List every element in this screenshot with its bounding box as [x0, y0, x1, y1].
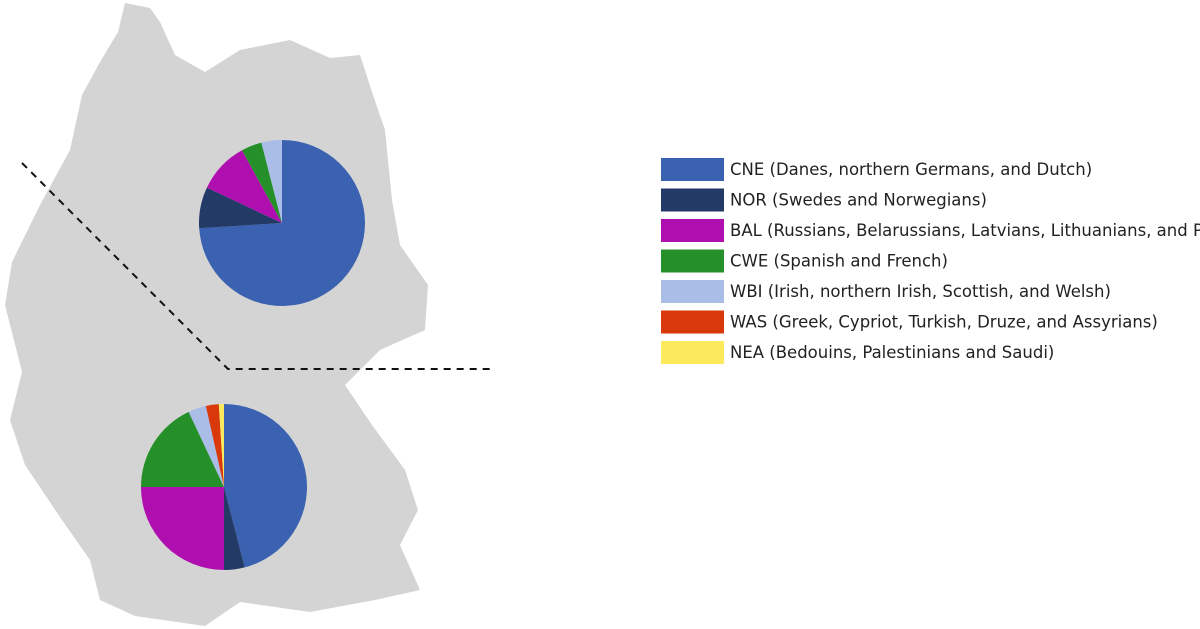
pie-slice	[199, 187, 282, 229]
pie-slice	[224, 487, 245, 570]
legend-swatch	[661, 188, 724, 212]
pie-slice	[206, 150, 282, 223]
pie-slice	[205, 404, 224, 487]
legend-swatch	[661, 249, 724, 273]
pie-slice	[199, 140, 365, 307]
legend-swatch	[661, 310, 724, 334]
pie-slice	[242, 142, 282, 223]
legend-swatch	[661, 280, 724, 303]
pie-slice	[261, 140, 282, 223]
legend-swatch	[661, 158, 724, 181]
dashed-divider	[21, 162, 490, 370]
legend-label: NEA (Bedouins, Palestinians and Saudi)	[730, 343, 1054, 362]
pie-slice	[141, 411, 224, 487]
pie-slice	[141, 487, 224, 570]
legend-label: CNE (Danes, northern Germans, and Dutch)	[730, 160, 1092, 179]
legend-label: WBI (Irish, northern Irish, Scottish, an…	[730, 282, 1111, 301]
pie-slice	[218, 404, 224, 487]
legend-label: WAS (Greek, Cypriot, Turkish, Druze, and…	[730, 313, 1158, 332]
pie-slice	[224, 404, 307, 568]
legend-swatch	[661, 219, 724, 242]
legend-label: CWE (Spanish and French)	[730, 252, 948, 271]
legend-label: BAL (Russians, Belarussians, Latvians, L…	[730, 221, 1200, 240]
legend-swatch	[661, 341, 724, 364]
legend-label: NOR (Swedes and Norwegians)	[730, 191, 987, 210]
pie-slice	[188, 405, 224, 487]
